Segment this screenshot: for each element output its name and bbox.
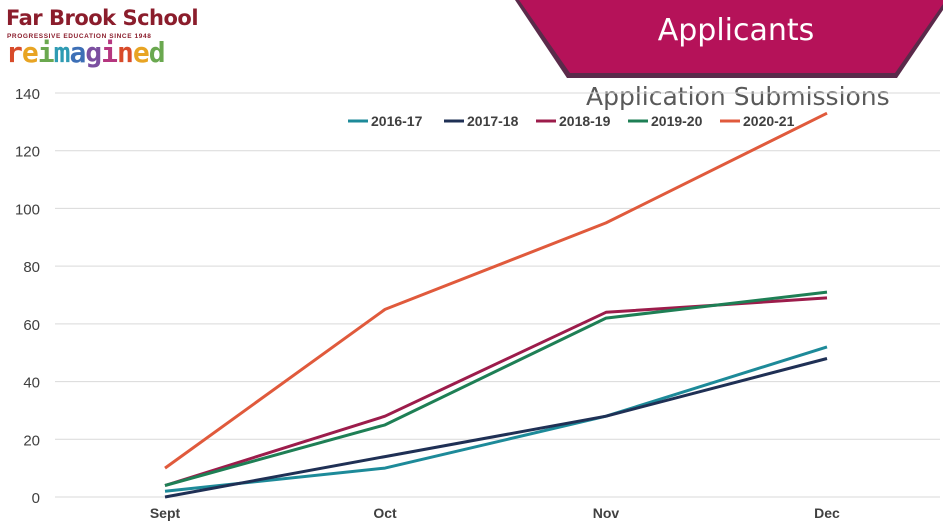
- x-tick-label: Nov: [593, 505, 620, 521]
- logo-letter: n: [117, 36, 134, 69]
- logo-letter: r: [6, 36, 23, 69]
- series-line: [164, 290, 828, 487]
- legend-label: 2017-18: [467, 113, 519, 129]
- legend-label: 2016-17: [371, 113, 423, 129]
- logo-letter: i: [37, 36, 55, 69]
- series-line: [164, 357, 828, 499]
- legend-label: 2019-20: [651, 113, 703, 129]
- logo-letter: m: [53, 36, 71, 69]
- logo-letter: e: [21, 36, 39, 69]
- banner-shape: [515, 0, 943, 78]
- school-logo: Far Brook School PROGRESSIVE EDUCATION S…: [6, 6, 199, 69]
- x-tick-label: Oct: [373, 505, 397, 521]
- x-tick-label: Sept: [150, 505, 181, 521]
- series-line: [164, 345, 828, 493]
- x-tick-label: Dec: [814, 505, 840, 521]
- y-tick-label: 120: [15, 144, 40, 161]
- series-line: [164, 111, 828, 470]
- logo-letter: a: [69, 36, 86, 69]
- y-tick-label: 100: [15, 201, 40, 218]
- y-tick-label: 60: [23, 317, 40, 334]
- y-tick-label: 40: [23, 375, 40, 392]
- legend-label: 2018-19: [559, 113, 611, 129]
- y-tick-label: 0: [32, 490, 40, 507]
- chart-title: Application Submissions: [586, 82, 890, 111]
- banner-title: Applicants: [657, 13, 815, 48]
- y-tick-label: 20: [23, 432, 40, 449]
- y-tick-label: 80: [23, 259, 40, 276]
- logo-letter: e: [132, 36, 150, 69]
- logo-reimagined: reimagined: [6, 36, 166, 69]
- logo-school-name: Far Brook School: [6, 6, 199, 30]
- y-tick-label: 140: [15, 86, 40, 103]
- logo-letter: i: [101, 36, 118, 69]
- logo-tagline: PROGRESSIVE EDUCATION SINCE 1948: [7, 33, 152, 40]
- logo-letter: d: [148, 36, 166, 69]
- logo-letter: g: [85, 36, 102, 69]
- legend-label: 2020-21: [743, 113, 795, 129]
